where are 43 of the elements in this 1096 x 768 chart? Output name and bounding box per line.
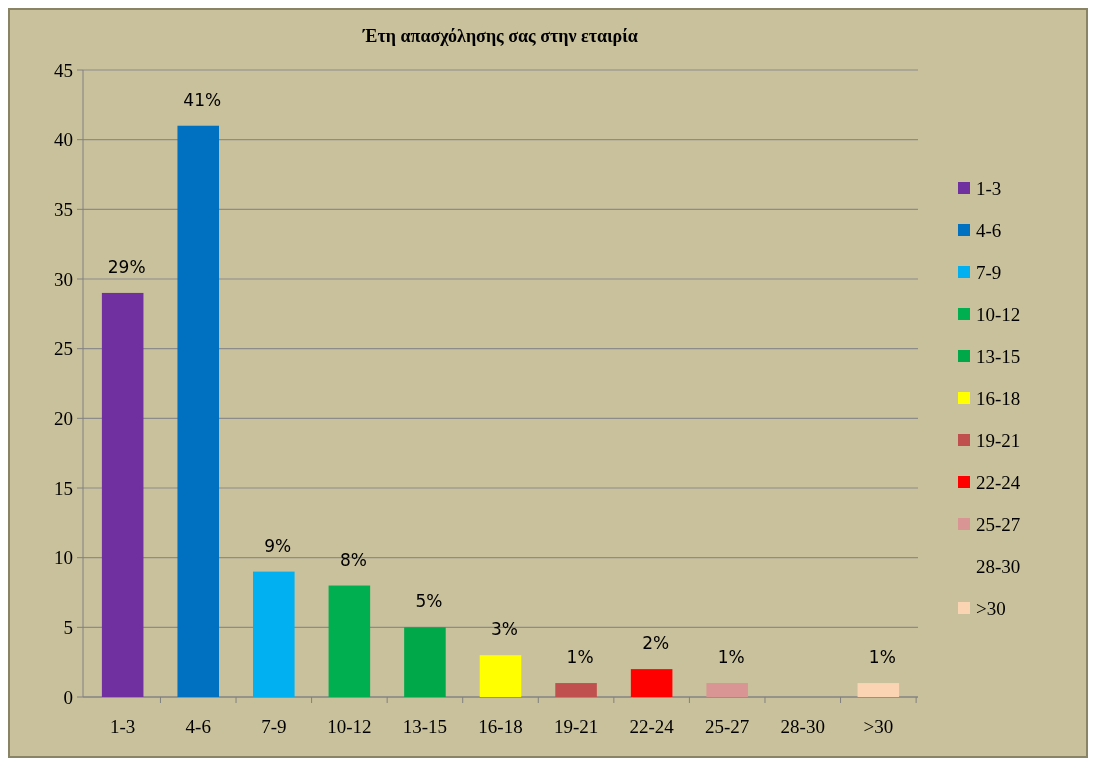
x-tick-label: 4-6 <box>185 716 211 737</box>
data-label: 29% <box>107 256 146 277</box>
y-tick-label: 40 <box>54 129 73 151</box>
y-tick-label: 25 <box>54 338 73 360</box>
x-tick-label: 7-9 <box>261 716 287 737</box>
text: 28-30 <box>976 555 1021 577</box>
legend-label: 16-18 <box>976 387 1021 409</box>
x-tick-label: >30 <box>863 716 894 737</box>
y-tick-label: 30 <box>54 268 73 290</box>
x-tick-label: 16-18 <box>478 716 523 737</box>
data-label: 2% <box>642 633 670 654</box>
data-label: 9% <box>264 535 292 556</box>
chart-title: Έτη απασχόλησης σας στην εταιρία <box>362 26 638 46</box>
x-tick-label: 19-21 <box>553 716 599 737</box>
data-label: 5% <box>415 591 443 612</box>
data-label: 41% <box>183 89 222 110</box>
legend-label: 19-21 <box>976 429 1021 451</box>
legend-label: 13-15 <box>976 345 1021 367</box>
data-label: 3% <box>491 619 518 640</box>
data-label: 1% <box>868 647 896 668</box>
data-label: 1% <box>566 647 594 668</box>
legend-label: 1-3 <box>976 177 1002 199</box>
y-tick-label: 5 <box>63 616 73 638</box>
legend-label: 25-27 <box>976 513 1021 535</box>
x-tick-label: 1-3 <box>110 716 136 737</box>
x-tick-label: 13-15 <box>402 716 448 737</box>
legend-label: 7-9 <box>976 261 1002 283</box>
x-tick-label: 22-24 <box>629 716 675 737</box>
y-tick-label: 10 <box>54 547 73 569</box>
data-label: 1% <box>717 647 745 668</box>
legend-label: 10-12 <box>976 303 1021 325</box>
data-label: 8% <box>339 549 367 570</box>
legend-label: 22-24 <box>976 471 1021 493</box>
y-tick-label: 45 <box>54 59 73 81</box>
y-tick-label: 35 <box>54 198 73 220</box>
y-tick-label: 15 <box>54 477 73 499</box>
y-tick-label: 0 <box>63 686 73 708</box>
legend-label: 4-6 <box>976 219 1002 241</box>
x-tick-label: 25-27 <box>705 716 750 737</box>
x-tick-label: 28-30 <box>780 716 825 737</box>
y-tick-label: 20 <box>54 407 73 429</box>
x-tick-label: 10-12 <box>327 716 372 737</box>
legend-label: >30 <box>976 597 1006 619</box>
